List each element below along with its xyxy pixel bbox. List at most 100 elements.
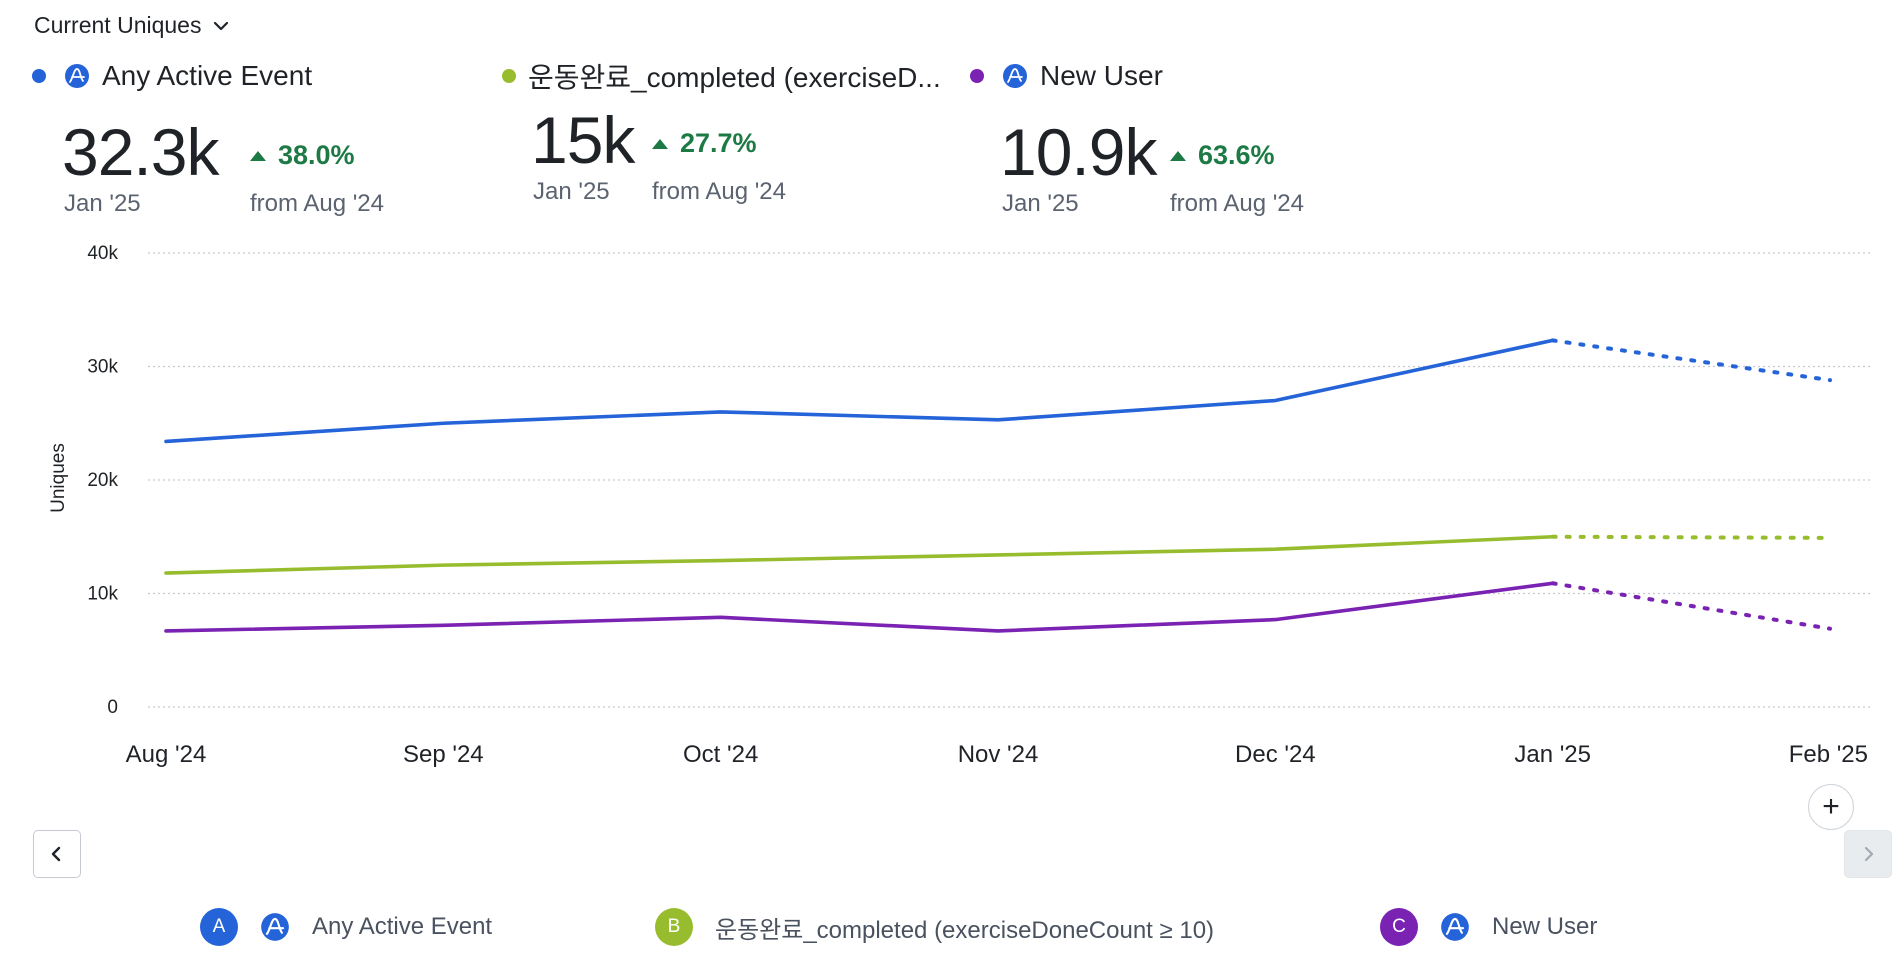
kpi-comparison: from Aug '24 [250,190,384,217]
metric-dropdown-label: Current Uniques [34,12,202,38]
chevron-right-icon [1864,846,1874,862]
x-axis-ticks: Aug '24 Sep '24 Oct '24 Nov '24 Dec '24 Jan '… [126,741,1868,768]
x-tick-label: Nov '24 [958,741,1039,768]
series-color-dot [32,69,46,83]
data-point[interactable] [157,432,175,450]
legend-prev-button[interactable] [33,830,81,878]
kpi-comparison: from Aug '24 [652,178,786,205]
add-annotation-button[interactable]: + [1808,784,1854,830]
series-color-dot [970,69,984,83]
series-badge: B [655,908,693,946]
series-badge: A [200,908,238,946]
data-point[interactable] [434,414,452,432]
legend-item-b[interactable]: B 운동완료_completed (exerciseDoneCount ≥ 10… [655,908,1214,946]
kpi-date: Jan '25 [64,190,141,217]
amplitude-icon [1441,913,1469,941]
series-line[interactable] [164,338,1555,444]
data-point[interactable] [1544,331,1562,349]
trend-up-icon [250,150,266,161]
kpi-change-value: 27.7% [680,128,757,158]
kpi-comparison: from Aug '24 [1170,190,1304,217]
grid-lines [148,252,1870,708]
metric-dropdown[interactable]: Current Uniques [34,12,231,39]
series-line-incomplete[interactable] [1550,581,1832,631]
data-point[interactable] [434,616,452,634]
y-tick-label: 40k [87,243,118,264]
data-point[interactable] [712,608,730,626]
data-point[interactable] [1266,611,1284,629]
kpi-date: Jan '25 [533,178,610,205]
kpi-series-name: Any Active Event [102,60,313,91]
plus-icon: + [1822,790,1840,823]
x-tick-label: Oct '24 [683,741,758,768]
data-point[interactable] [1544,528,1562,546]
series-color-dot [502,69,516,83]
y-axis-ticks: 0 10k 20k 30k 40k [87,243,118,718]
amplitude-icon [261,913,289,941]
kpi-value: 10.9k [1000,115,1157,189]
series-badge: C [1380,908,1418,946]
data-point[interactable] [712,552,730,570]
series-line-incomplete[interactable] [1550,534,1832,540]
chevron-down-icon [214,21,229,30]
kpi-card-new-user[interactable]: New User [970,60,1163,92]
data-point[interactable] [157,622,175,640]
data-point[interactable] [1821,371,1839,389]
trend-up-icon [652,138,668,149]
x-tick-label: Dec '24 [1235,741,1316,768]
x-tick-label: Sep '24 [403,741,484,768]
series-line-incomplete[interactable] [1550,338,1832,383]
kpi-change: 27.7% [652,128,757,159]
trend-up-icon [1170,150,1186,161]
series-c[interactable] [157,574,1839,640]
series-line[interactable] [164,581,1555,633]
chevron-left-icon [51,846,61,862]
x-tick-label: Feb '25 [1789,741,1868,768]
kpi-change-value: 38.0% [278,140,355,170]
amplitude-icon [1003,64,1027,88]
y-tick-label: 0 [107,697,118,718]
kpi-change: 38.0% [250,140,355,171]
data-point[interactable] [712,403,730,421]
kpi-series-name: 운동완료_completed (exerciseD... [528,62,941,93]
kpi-header: Any Active Event [32,60,312,92]
data-point[interactable] [989,622,1007,640]
legend-item-a[interactable]: A Any Active Event [200,908,492,946]
y-tick-label: 30k [87,357,118,378]
series-lines[interactable] [157,331,1839,640]
data-point[interactable] [989,411,1007,429]
data-point[interactable] [1266,392,1284,410]
y-axis-title: Uniques [48,443,69,513]
legend-label: New User [1492,913,1598,940]
y-tick-label: 20k [87,470,118,491]
y-tick-label: 10k [87,584,118,605]
kpi-value: 15k [531,103,635,177]
kpi-header: New User [970,60,1163,92]
kpi-card-any-active-event[interactable]: Any Active Event [32,60,312,92]
data-point[interactable] [1544,574,1562,592]
data-point[interactable] [434,556,452,574]
data-point[interactable] [1266,540,1284,558]
series-a[interactable] [157,331,1839,450]
legend-label: Any Active Event [312,913,493,940]
x-tick-label: Jan '25 [1514,741,1591,768]
legend-next-button[interactable] [1844,830,1892,878]
data-point[interactable] [1821,620,1839,638]
legend-item-c[interactable]: C New User [1380,908,1597,946]
data-point[interactable] [1821,529,1839,547]
series-b[interactable] [157,528,1839,582]
kpi-card-exercise-completed[interactable]: 운동완료_completed (exerciseD... [502,56,941,96]
series-line[interactable] [164,534,1555,575]
kpi-series-name: New User [1040,60,1163,91]
kpi-change: 63.6% [1170,140,1275,171]
x-tick-label: Aug '24 [126,741,207,768]
kpi-date: Jan '25 [1002,190,1079,217]
amplitude-icon [65,64,89,88]
kpi-change-value: 63.6% [1198,140,1275,170]
kpi-header: 운동완료_completed (exerciseD... [502,56,941,96]
data-point[interactable] [989,546,1007,564]
data-point[interactable] [157,564,175,582]
kpi-value: 32.3k [62,115,219,189]
